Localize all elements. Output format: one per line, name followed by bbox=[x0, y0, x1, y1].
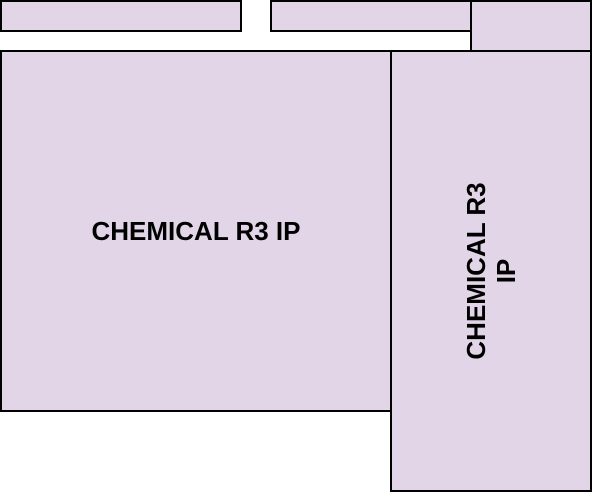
side-block-label-line1: CHEMICAL R3 bbox=[461, 182, 491, 360]
side-block-label: CHEMICAL R3 IP bbox=[459, 141, 523, 401]
top-left-strip bbox=[0, 0, 242, 32]
top-middle-strip bbox=[270, 0, 472, 32]
chemical-main-block: CHEMICAL R3 IP bbox=[0, 50, 392, 412]
main-block-label: CHEMICAL R3 IP bbox=[91, 216, 301, 246]
top-right-corner-box bbox=[470, 0, 592, 52]
side-block-label-line2: IP bbox=[491, 258, 521, 284]
chemical-side-block: CHEMICAL R3 IP bbox=[390, 50, 592, 492]
